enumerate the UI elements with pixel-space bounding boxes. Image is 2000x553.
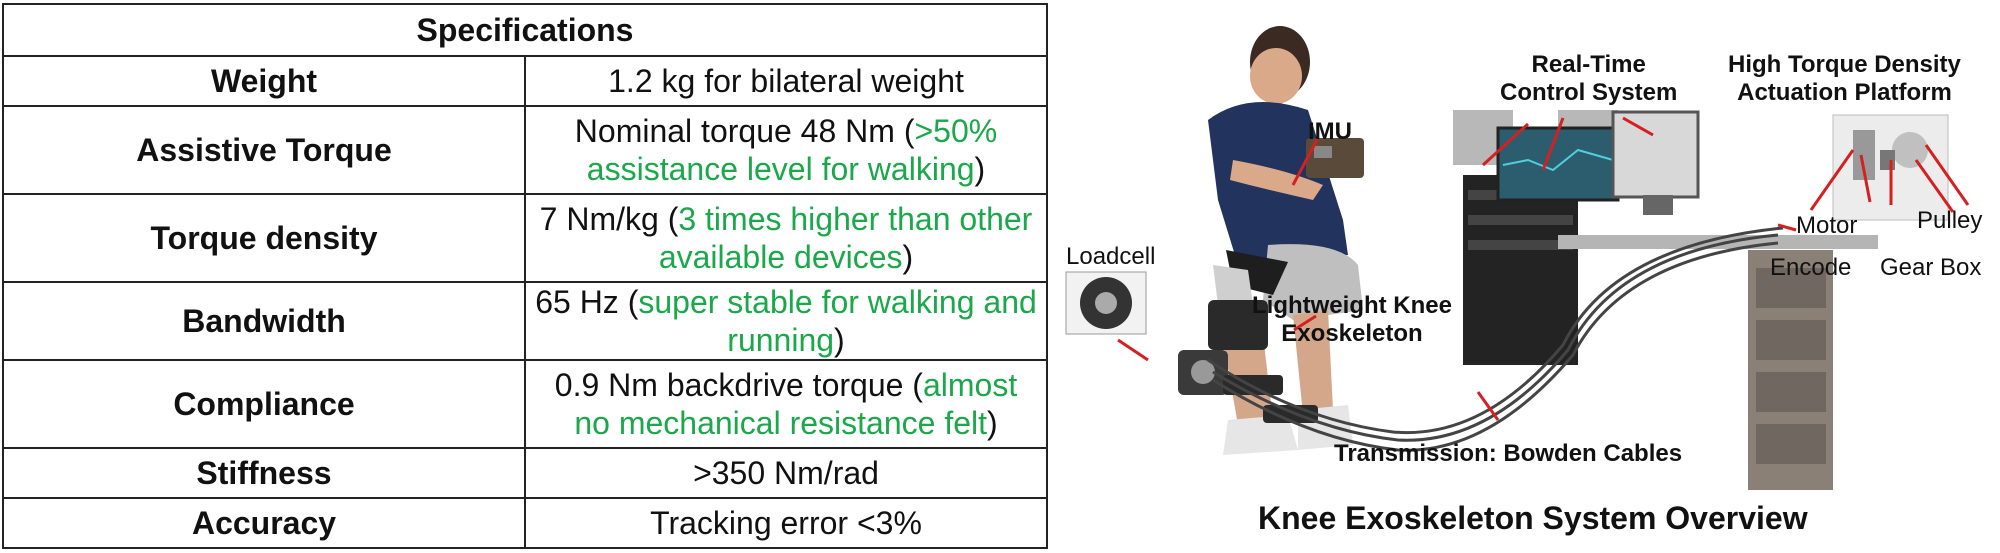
system-overview-diagram: IMU Loadcell Lightweight Knee Exoskeleto… xyxy=(1058,0,2000,553)
row-value: 1.2 kg for bilateral weight xyxy=(524,55,1048,107)
table-row-compliance: Compliance 0.9 Nm backdrive torque (almo… xyxy=(2,359,1048,449)
table-header-row: Specifications xyxy=(2,3,1048,57)
imu-board-illustration xyxy=(1306,138,1364,178)
real-time-control-label: Real-Time Control System xyxy=(1500,51,1677,107)
row-label: Torque density xyxy=(2,193,526,283)
row-value: 0.9 Nm backdrive torque (almost no mecha… xyxy=(524,359,1048,449)
row-value: Nominal torque 48 Nm (>50% assistance le… xyxy=(524,105,1048,195)
value-suffix: ) xyxy=(974,151,986,187)
motor-label: Motor xyxy=(1796,212,1858,239)
row-label: Bandwidth xyxy=(2,281,526,361)
value-text: >350 Nm/rad xyxy=(693,455,879,491)
table-row-assistive-torque: Assistive Torque Nominal torque 48 Nm (>… xyxy=(2,105,1048,195)
callout-arrows xyxy=(1117,116,1970,421)
value-text: Tracking error <3% xyxy=(650,505,922,541)
value-text: Nominal torque 48 Nm ( xyxy=(574,113,915,149)
row-value: >350 Nm/rad xyxy=(524,447,1048,499)
row-label: Weight xyxy=(2,55,526,107)
actuation-platform-label-line1: High Torque Density xyxy=(1728,51,1961,78)
system-overview-illustration xyxy=(1065,26,1970,490)
real-time-control-label-line1: Real-Time xyxy=(1531,51,1646,78)
diagram-caption: Knee Exoskeleton System Overview xyxy=(1258,500,1808,536)
table-row-stiffness: Stiffness >350 Nm/rad xyxy=(2,447,1048,499)
table-row-torque-density: Torque density 7 Nm/kg (3 times higher t… xyxy=(2,193,1048,283)
knee-exoskeleton-label: Lightweight Knee Exoskeleton xyxy=(1252,292,1452,348)
value-note: almost no mechanical resistance felt xyxy=(574,367,1018,441)
loadcell-label: Loadcell xyxy=(1066,243,1156,270)
value-note: >50% assistance level for walking xyxy=(586,113,998,187)
value-suffix: ) xyxy=(987,405,998,441)
row-label: Compliance xyxy=(2,359,526,449)
row-label: Stiffness xyxy=(2,447,526,499)
value-text: 0.9 Nm backdrive torque ( xyxy=(554,367,923,403)
value-note: super stable for walking and running xyxy=(638,284,1037,358)
table-row-weight: Weight 1.2 kg for bilateral weight xyxy=(2,55,1048,107)
encode-label: Encode xyxy=(1770,254,1852,281)
value-suffix: ) xyxy=(834,322,845,358)
knee-exoskeleton-label-line1: Lightweight Knee xyxy=(1252,292,1452,319)
loadcell-illustration xyxy=(1065,271,1147,335)
knee-exoskeleton-illustration xyxy=(1178,300,1318,423)
table-row-bandwidth: Bandwidth 65 Hz (super stable for walkin… xyxy=(2,281,1048,361)
knee-exoskeleton-label-line2: Exoskeleton xyxy=(1281,320,1423,347)
row-value: Tracking error <3% xyxy=(524,497,1048,549)
value-text: 1.2 kg for bilateral weight xyxy=(608,63,964,99)
row-value: 65 Hz (super stable for walking and runn… xyxy=(524,281,1048,361)
actuation-platform-label-line2: Actuation Platform xyxy=(1737,79,1952,106)
table-row-accuracy: Accuracy Tracking error <3% xyxy=(2,497,1048,549)
control-cart-illustration xyxy=(1453,110,1878,490)
actuation-platform-label: High Torque Density Actuation Platform xyxy=(1728,51,1961,107)
bowden-cables-illustration xyxy=(1207,226,1784,452)
specifications-table: Specifications Weight 1.2 kg for bilater… xyxy=(2,3,1048,549)
value-text: 7 Nm/kg ( xyxy=(539,201,679,237)
bowden-cables-label: Transmission: Bowden Cables xyxy=(1334,440,1683,467)
row-label: Assistive Torque xyxy=(2,105,526,195)
value-text: 65 Hz ( xyxy=(535,284,639,320)
pulley-label: Pulley xyxy=(1917,207,1983,234)
row-value: 7 Nm/kg (3 times higher than other avail… xyxy=(524,193,1048,283)
imu-label: IMU xyxy=(1308,118,1352,145)
gear-box-label: Gear Box xyxy=(1880,254,1982,281)
table-title: Specifications xyxy=(2,3,1048,57)
row-label: Accuracy xyxy=(2,497,526,549)
real-time-control-label-line2: Control System xyxy=(1500,79,1678,106)
value-suffix: ) xyxy=(902,239,914,275)
value-note: 3 times higher than other available devi… xyxy=(658,201,1033,275)
